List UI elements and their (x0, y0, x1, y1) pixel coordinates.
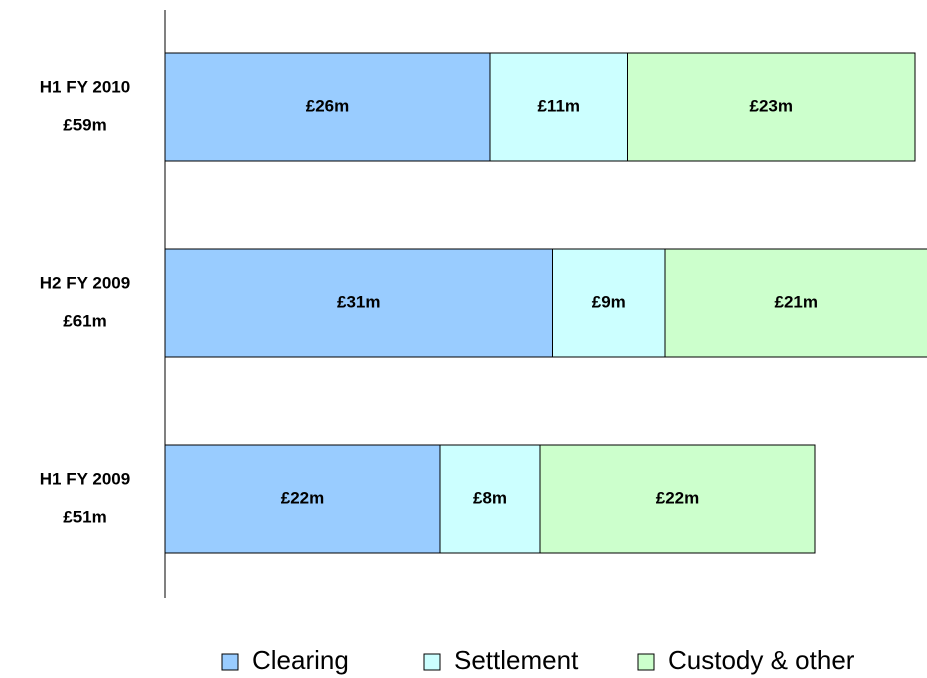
bar-segment (164, 52, 491, 162)
category-label: H1 FY 2010 (40, 77, 130, 96)
bar-segment (164, 444, 441, 554)
value-label: £23m (750, 96, 793, 115)
value-label: £26m (306, 96, 349, 115)
total-label: £51m (63, 507, 106, 526)
value-label: £31m (337, 292, 380, 311)
category-label: H1 FY 2009 (40, 469, 130, 488)
value-label: £22m (281, 488, 324, 507)
value-label: £9m (592, 292, 626, 311)
value-label: £21m (775, 292, 818, 311)
value-label: £8m (473, 488, 507, 507)
bar-segment (164, 248, 553, 358)
value-label: £22m (656, 488, 699, 507)
bar-segment (664, 248, 927, 358)
legend-swatch (637, 653, 655, 671)
bar-segment (439, 444, 541, 554)
value-label: £11m (537, 96, 580, 115)
legend-swatch (221, 653, 239, 671)
total-label: £61m (63, 311, 106, 330)
category-label: H2 FY 2009 (40, 273, 130, 292)
legend-label: Custody & other (668, 645, 855, 675)
legend-swatch (423, 653, 441, 671)
legend-label: Clearing (252, 645, 349, 675)
bar-segment (489, 52, 628, 162)
total-label: £59m (63, 115, 106, 134)
legend-label: Settlement (454, 645, 579, 675)
bar-segment (539, 444, 816, 554)
bar-segment (627, 52, 916, 162)
